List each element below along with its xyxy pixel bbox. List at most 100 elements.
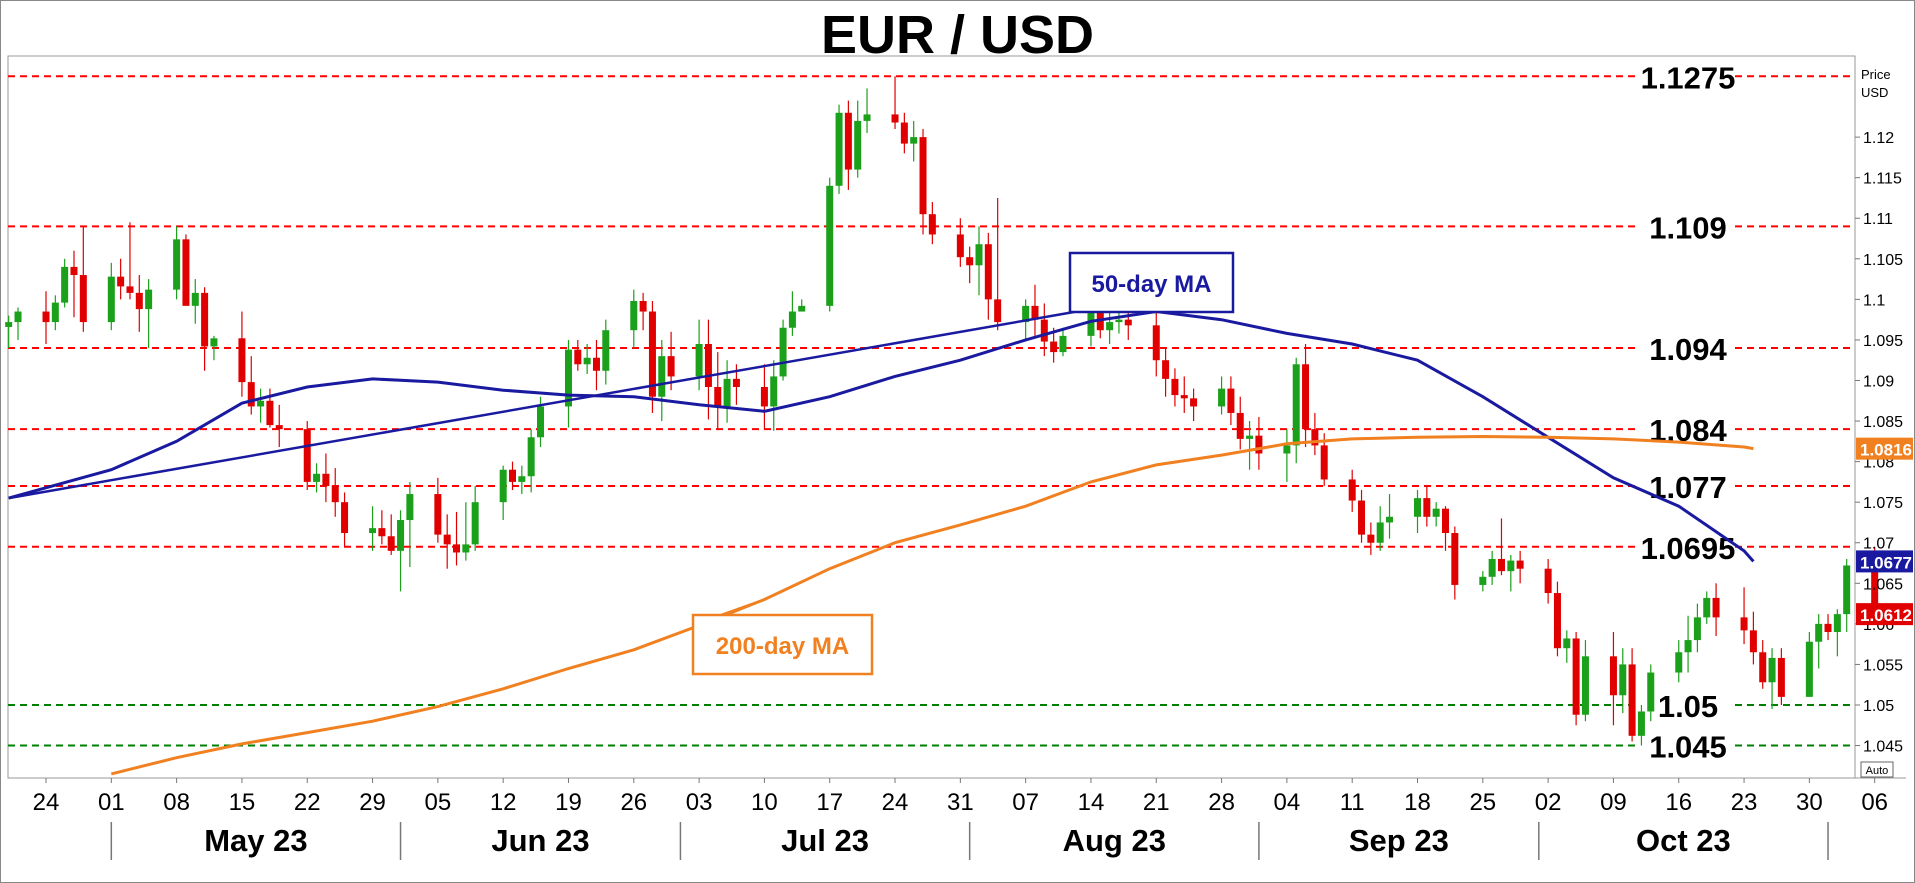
candle-body bbox=[1227, 388, 1235, 413]
candle-body bbox=[1358, 500, 1366, 535]
ma-200-line bbox=[110, 434, 1754, 776]
candle-body bbox=[406, 494, 414, 521]
candle-body bbox=[658, 356, 666, 397]
candle-body bbox=[798, 305, 806, 312]
candle-body bbox=[788, 311, 796, 328]
price-tag-text: 1.0677 bbox=[1860, 553, 1912, 572]
candle-body bbox=[928, 214, 936, 235]
candle-body bbox=[1115, 319, 1123, 323]
candle-body bbox=[994, 299, 1002, 323]
candle-body bbox=[1572, 638, 1580, 715]
price-tag-text: 1.0816 bbox=[1860, 441, 1912, 460]
day-tick-label: 16 bbox=[1665, 789, 1692, 816]
candle-body bbox=[1712, 597, 1720, 618]
price-tag-box bbox=[1856, 550, 1913, 573]
candle-body bbox=[51, 302, 59, 323]
candle-body bbox=[919, 137, 927, 215]
price-tick-label: 1.045 bbox=[1863, 739, 1903, 756]
candle-body bbox=[303, 429, 311, 482]
candle-body bbox=[1311, 429, 1319, 446]
candle-body bbox=[1516, 560, 1524, 569]
candle-body bbox=[313, 473, 321, 482]
candle-body bbox=[1283, 445, 1291, 454]
candle-body bbox=[583, 357, 591, 365]
candle-body bbox=[1218, 388, 1226, 407]
price-tags: 1.0816 1.0677 1.0612 bbox=[1856, 437, 1913, 626]
candle-body bbox=[1507, 560, 1515, 572]
level-label: 1.109 bbox=[1649, 210, 1727, 245]
day-tick-label: 06 bbox=[1861, 789, 1888, 816]
plot-area bbox=[7, 55, 1856, 779]
candle-body bbox=[835, 112, 843, 186]
day-tick-label: 21 bbox=[1143, 789, 1170, 816]
candle-body bbox=[238, 338, 246, 383]
ma-50-price-tag: 1.0677 bbox=[1856, 550, 1913, 573]
candle-body bbox=[266, 400, 274, 426]
day-tick-label: 11 bbox=[1340, 789, 1365, 816]
chart-title: EUR / USD bbox=[820, 5, 1095, 65]
candle-body bbox=[891, 114, 899, 123]
candle-body bbox=[1423, 498, 1431, 517]
month-label: Oct 23 bbox=[1636, 823, 1731, 858]
day-tick-label: 22 bbox=[294, 789, 321, 816]
candle-body bbox=[509, 469, 516, 482]
callout-box bbox=[691, 613, 874, 676]
candle-body bbox=[1703, 597, 1711, 618]
candle-body bbox=[714, 386, 722, 407]
candle-body bbox=[602, 330, 610, 371]
candle-body bbox=[779, 327, 787, 377]
candle-body bbox=[443, 534, 451, 545]
candle-body bbox=[70, 266, 78, 276]
candle-body bbox=[1553, 593, 1561, 649]
candle-body bbox=[1292, 364, 1300, 446]
price-tick-label: 1.07 bbox=[1863, 536, 1894, 553]
moving-averages bbox=[8, 309, 1755, 776]
candle-body bbox=[723, 378, 731, 407]
candle-body bbox=[182, 239, 190, 306]
currency-label: USD bbox=[1861, 85, 1888, 100]
candle-body bbox=[1124, 319, 1132, 326]
candle-body bbox=[247, 382, 255, 407]
candle-body bbox=[1628, 664, 1636, 736]
price-tick-label: 1.05 bbox=[1863, 698, 1894, 715]
candle-body bbox=[1488, 558, 1496, 577]
price-tick-label: 1.055 bbox=[1863, 657, 1903, 674]
day-tick-label: 17 bbox=[816, 789, 843, 816]
candle-body bbox=[1442, 508, 1449, 534]
candle-body bbox=[536, 406, 544, 438]
candle-body bbox=[1152, 325, 1160, 361]
ma-50-callout: 50-day MA bbox=[1068, 251, 1235, 314]
candle-body bbox=[1777, 657, 1785, 697]
candle-body bbox=[648, 311, 656, 397]
candle-body bbox=[1031, 305, 1039, 320]
day-tick-label: 28 bbox=[1208, 789, 1235, 816]
day-tick-label: 12 bbox=[490, 789, 517, 816]
candle-body bbox=[1050, 341, 1058, 353]
candle-body bbox=[667, 356, 675, 377]
candle-body bbox=[79, 275, 87, 323]
candle-body bbox=[1040, 319, 1048, 342]
level-label: 1.045 bbox=[1649, 730, 1727, 765]
day-tick-label: 14 bbox=[1078, 789, 1105, 816]
ma-200-callout: 200-day MA bbox=[691, 613, 874, 676]
candle-body bbox=[1693, 617, 1701, 641]
month-label: May 23 bbox=[204, 823, 307, 858]
candle-body bbox=[592, 357, 600, 371]
candle-body bbox=[1451, 533, 1459, 585]
candle-body bbox=[1843, 565, 1851, 615]
month-label: Aug 23 bbox=[1063, 823, 1166, 858]
candle-body bbox=[173, 239, 181, 290]
candle-body bbox=[770, 376, 778, 407]
auto-scale-button[interactable]: Auto bbox=[1860, 761, 1894, 778]
level-label: 1.094 bbox=[1649, 332, 1727, 367]
callout-box bbox=[1068, 251, 1235, 314]
candle-body bbox=[387, 536, 395, 551]
ma-200-price-tag: 1.0816 bbox=[1856, 437, 1913, 460]
callout-label: 50-day MA bbox=[1091, 271, 1211, 298]
candle-body bbox=[1302, 364, 1310, 430]
candle-body bbox=[453, 544, 461, 553]
candle-body bbox=[210, 338, 218, 347]
candle-body bbox=[518, 476, 526, 482]
candle-body bbox=[956, 234, 964, 258]
